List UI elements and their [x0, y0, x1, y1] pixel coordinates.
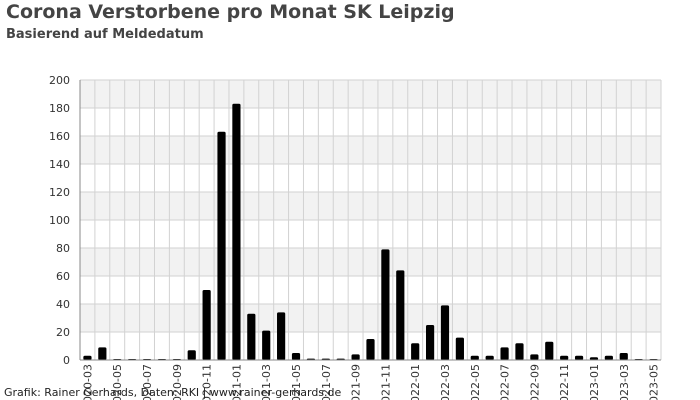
bar-2022-07: [500, 347, 509, 360]
bar-2022-04: [455, 337, 464, 360]
bar-2022-10: [545, 341, 554, 360]
x-tick-label: 2022-09: [528, 364, 541, 400]
grid-band: [80, 136, 661, 164]
x-tick-label: 2023-01: [588, 364, 601, 400]
bar-2020-10: [187, 350, 196, 360]
x-tick-label: 2022-05: [469, 364, 482, 400]
x-tick-label: 2021-01: [230, 364, 243, 400]
bars: [83, 103, 658, 361]
x-tick-label: 2022-03: [439, 364, 452, 400]
grid-band: [80, 304, 661, 332]
y-tick-label: 100: [49, 214, 70, 227]
x-tick-label: 2021-11: [379, 364, 392, 400]
x-tick-label: 2021-07: [320, 364, 333, 400]
bar-2022-06: [485, 355, 494, 360]
y-tick-label: 200: [49, 74, 70, 87]
bar-2021-02: [247, 313, 256, 360]
y-tick-label: 160: [49, 130, 70, 143]
y-tick-label: 80: [56, 242, 70, 255]
x-tick-label: 2022-07: [499, 364, 512, 400]
axes: [79, 80, 661, 361]
x-tick-label: 2020-09: [171, 364, 184, 400]
y-tick-label: 140: [49, 158, 70, 171]
grid-bands: [80, 80, 661, 332]
x-tick-label: 2020-05: [111, 364, 124, 400]
horizontal-gridlines: [80, 79, 661, 361]
x-tick-label: 2020-07: [141, 364, 154, 400]
bar-2021-09: [351, 354, 360, 360]
bar-2023-01: [589, 357, 599, 360]
bar-2022-02: [425, 325, 435, 360]
y-tick-label: 20: [56, 326, 70, 339]
bar-2023-03: [619, 353, 628, 360]
bar-2022-11: [560, 355, 569, 360]
bar-2022-03: [440, 305, 450, 360]
bar-2020-12: [217, 131, 226, 360]
grid-band: [80, 192, 661, 220]
bar-2021-03: [262, 330, 271, 360]
x-tick-label: 2020-11: [201, 364, 214, 400]
bar-2021-05: [291, 353, 301, 360]
bar-2023-02: [604, 355, 613, 360]
bar-2020-03: [83, 355, 92, 360]
bar-2020-04: [98, 347, 107, 360]
y-tick-label: 120: [49, 186, 70, 199]
grid-band: [80, 80, 661, 108]
x-tick-label: 2022-11: [558, 364, 571, 400]
x-tick-labels: 2020-03 2020-05 2020-07 2020-09 2020-11 2021-…: [81, 364, 660, 400]
bar-2022-09: [530, 354, 539, 360]
bar-2021-12: [396, 270, 405, 360]
bar-2022-12: [574, 355, 584, 360]
bar-2021-10: [366, 339, 375, 360]
x-tick-label: 2021-09: [350, 364, 363, 400]
y-tick-label: 40: [56, 298, 70, 311]
bar-2022-05: [470, 355, 479, 360]
grid-band: [80, 248, 661, 276]
credit-text: Grafik: Rainer Gerhards, Daten: RKI | ww…: [4, 386, 342, 399]
bar-2021-11: [381, 249, 390, 360]
bar-2021-01: [232, 103, 241, 361]
bar-2022-08: [515, 343, 524, 360]
y-tick-label: 0: [63, 354, 70, 367]
x-tick-label: 2023-05: [648, 364, 661, 400]
bar-2020-11: [202, 290, 211, 360]
x-tick-label: 2022-01: [409, 364, 422, 400]
chart-title: Corona Verstorbene pro Monat SK Leipzig: [6, 1, 455, 23]
x-tick-label: 2021-05: [290, 364, 303, 400]
x-tick-label: 2021-03: [260, 364, 273, 400]
bar-2022-01: [411, 343, 420, 360]
y-tick-label: 180: [49, 102, 70, 115]
x-tick-label: 2020-03: [81, 364, 94, 400]
x-tick-label: 2023-03: [618, 364, 631, 400]
y-tick-label: 60: [56, 270, 70, 283]
chart-subtitle: Basierend auf Meldedatum: [6, 27, 204, 42]
bar-2021-04: [277, 312, 286, 360]
y-tick-labels: 0 20 40 60 80 100 120 140 160 180 200: [49, 74, 70, 367]
